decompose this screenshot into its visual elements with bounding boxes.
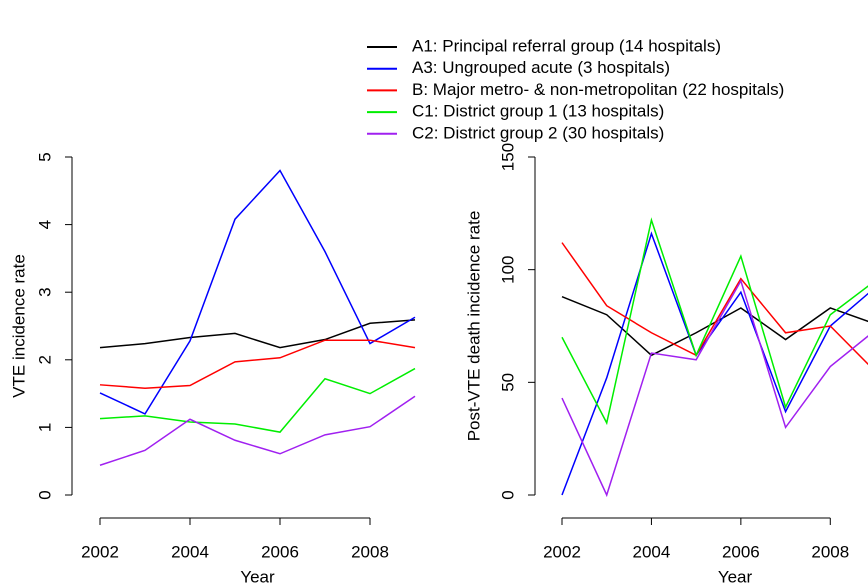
series-line <box>561 217 868 426</box>
x-tick-label: 2002 <box>81 542 119 561</box>
y-axis-title: Post-VTE death incidence rate <box>464 211 483 442</box>
legend-label: A3: Ungrouped acute (3 hospitals) <box>412 58 670 77</box>
series-line <box>99 395 416 466</box>
y-tick-label: 100 <box>498 255 517 283</box>
x-tick-label: 2004 <box>633 542 671 561</box>
legend-label: A1: Principal referral group (14 hospita… <box>412 36 721 55</box>
x-axis-title: Year <box>718 567 753 586</box>
series-line <box>561 279 868 498</box>
series-line <box>99 339 416 389</box>
legend-label: C1: District group 1 (13 hospitals) <box>412 102 664 121</box>
x-tick-label: 2008 <box>811 542 849 561</box>
x-tick-label: 2008 <box>351 542 389 561</box>
series-line <box>99 319 416 349</box>
y-tick-label: 150 <box>498 143 517 171</box>
x-tick-label: 2004 <box>171 542 209 561</box>
legend-label: C2: District group 2 (30 hospitals) <box>412 123 664 142</box>
y-tick-label: 0 <box>498 490 517 499</box>
y-tick-label: 3 <box>35 287 54 296</box>
y-tick-label: 5 <box>35 152 54 161</box>
x-tick-label: 2006 <box>722 542 760 561</box>
series-line <box>99 367 416 433</box>
legend-label: B: Major metro- & non-metropolitan (22 h… <box>412 80 784 99</box>
x-tick-label: 2002 <box>543 542 581 561</box>
y-tick-label: 2 <box>35 355 54 364</box>
y-tick-label: 0 <box>35 490 54 499</box>
y-tick-label: 4 <box>35 220 54 229</box>
series-line <box>561 231 868 496</box>
y-tick-label: 1 <box>35 423 54 432</box>
x-axis-title: Year <box>240 567 275 586</box>
y-tick-label: 50 <box>498 373 517 392</box>
y-axis-title: VTE incidence rate <box>9 254 28 398</box>
series-line <box>561 242 868 366</box>
x-tick-label: 2006 <box>261 542 299 561</box>
series-line <box>99 169 416 415</box>
